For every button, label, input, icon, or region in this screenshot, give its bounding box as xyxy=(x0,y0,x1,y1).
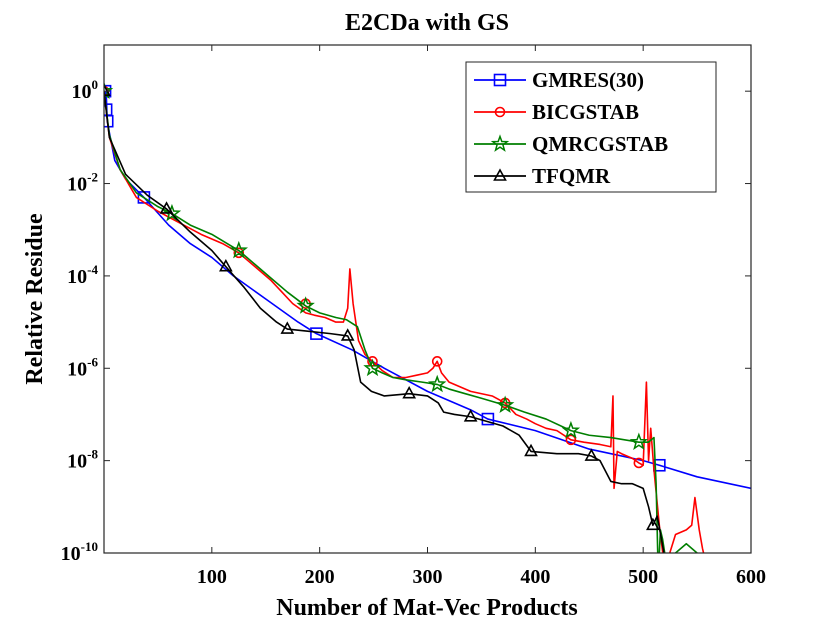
y-axis-label: Relative Residue xyxy=(22,213,48,385)
data-point-tfqmr xyxy=(646,517,660,531)
legend-label-gmres-30: GMRES(30) xyxy=(532,68,644,92)
y-tick-label: 10-2 xyxy=(67,170,98,196)
x-tick-label: 200 xyxy=(305,566,335,588)
series-layer xyxy=(104,81,751,553)
data-point-bicgstab xyxy=(633,457,645,469)
series-tfqmr xyxy=(104,83,665,553)
data-point-tfqmr xyxy=(524,443,538,457)
y-tick-base: 10 xyxy=(61,543,81,565)
legend-label-qmrcgstab: QMRCGSTAB xyxy=(532,132,668,156)
data-point-qmrcgstab xyxy=(629,432,649,451)
data-point-qmrcgstab xyxy=(363,358,382,377)
series-line-qmrcgstab xyxy=(104,91,699,553)
data-point-tfqmr xyxy=(584,448,599,461)
y-tick-base: 10 xyxy=(67,358,87,380)
legend-marker-qmrcgstab xyxy=(490,134,510,152)
data-point-gmres-30 xyxy=(481,412,495,426)
data-point-tfqmr xyxy=(402,386,417,399)
y-tick-exponent: -6 xyxy=(87,354,98,369)
data-point-tfqmr xyxy=(218,259,233,272)
y-tick-label: 10-4 xyxy=(67,262,98,288)
x-tick-label: 100 xyxy=(197,566,227,588)
y-tick-label: 100 xyxy=(72,77,99,103)
y-tick-exponent: -2 xyxy=(87,170,98,185)
data-point-qmrcgstab xyxy=(162,203,182,222)
data-point-tfqmr xyxy=(340,328,355,341)
series-qmrcgstab xyxy=(104,81,699,553)
chart-title: E2CDa with GS xyxy=(345,10,509,36)
data-point-bicgstab xyxy=(367,356,378,367)
data-point-qmrcgstab xyxy=(104,81,114,100)
x-tick-label: 500 xyxy=(628,566,658,588)
data-point-qmrcgstab xyxy=(427,374,447,393)
y-tick-base: 10 xyxy=(67,174,87,196)
series-line-bicgstab xyxy=(104,91,705,553)
legend: GMRES(30) BICGSTAB QMRCGSTAB TFQMR xyxy=(465,61,717,193)
legend-marker-gmres-30 xyxy=(493,73,507,87)
y-tick-base: 10 xyxy=(67,266,87,288)
y-tick-label: 10-10 xyxy=(61,539,98,565)
data-point-tfqmr xyxy=(280,321,295,334)
data-point-bicgstab xyxy=(233,247,245,259)
y-tick-label: 10-8 xyxy=(67,447,98,473)
x-axis-label: Number of Mat-Vec Products xyxy=(276,595,578,621)
data-point-tfqmr xyxy=(159,201,174,214)
data-point-qmrcgstab xyxy=(561,420,581,439)
legend-label-bicgstab: BICGSTAB xyxy=(532,100,639,124)
y-tick-label: 10-6 xyxy=(67,354,98,380)
y-tick-exponent: 0 xyxy=(92,77,99,92)
legend-box xyxy=(465,61,717,193)
y-tick-base: 10 xyxy=(72,81,92,103)
data-point-qmrcgstab xyxy=(296,296,315,314)
data-point-qmrcgstab xyxy=(229,240,248,259)
x-tick-label: 400 xyxy=(520,566,550,588)
legend-label-tfqmr: TFQMR xyxy=(532,164,611,188)
legend-marker-tfqmr xyxy=(493,168,507,181)
x-tick-label: 600 xyxy=(736,566,766,588)
data-point-gmres-30 xyxy=(310,327,323,340)
y-tick-exponent: -8 xyxy=(87,447,98,462)
legend-marker-bicgstab xyxy=(494,106,506,118)
y-tick-exponent: -10 xyxy=(81,539,98,554)
x-axis: 100 200 300 400 500 600 xyxy=(197,45,766,588)
x-tick-label: 300 xyxy=(413,566,443,588)
data-point-bicgstab xyxy=(431,356,443,367)
y-tick-exponent: -4 xyxy=(87,262,98,277)
data-point-bicgstab xyxy=(565,434,577,446)
data-point-tfqmr xyxy=(104,83,111,96)
data-point-tfqmr xyxy=(463,409,478,422)
data-point-qmrcgstab xyxy=(495,395,515,414)
y-tick-base: 10 xyxy=(67,451,87,473)
